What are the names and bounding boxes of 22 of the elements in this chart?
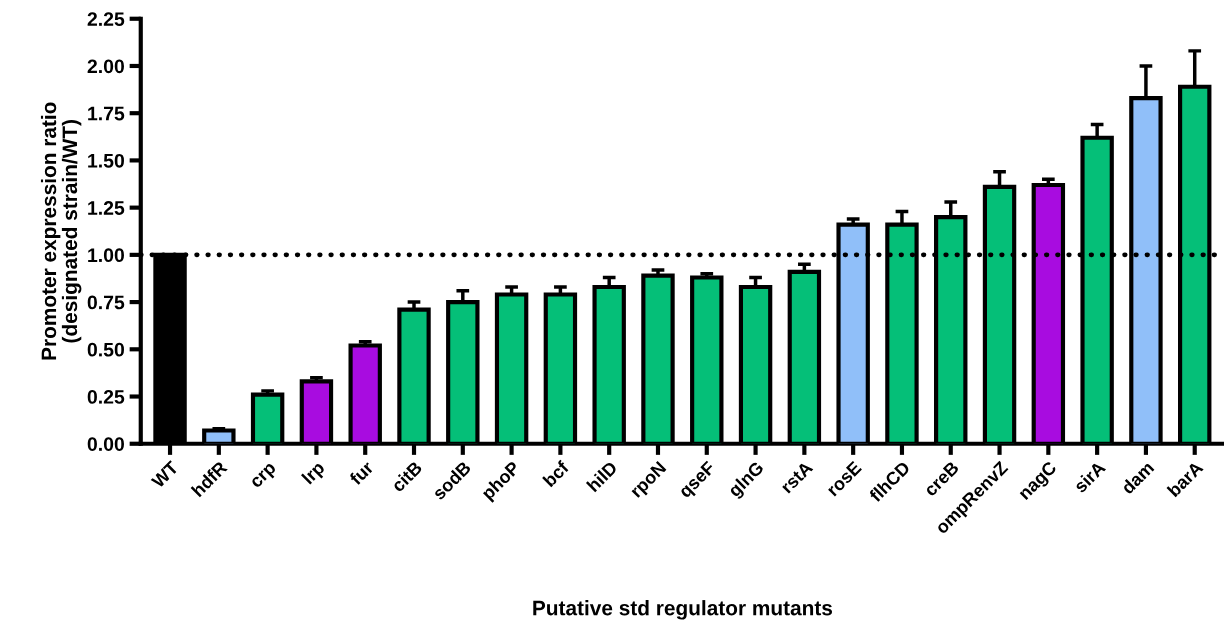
- y-tick-label: 0.50: [87, 342, 124, 357]
- y-tick-label: 1.75: [88, 106, 125, 121]
- x-tick-label: citB: [390, 460, 423, 493]
- y-tick-label: 1.50: [88, 153, 124, 168]
- x-tick-label: WT: [150, 460, 180, 489]
- y-tick-label: 2.00: [87, 59, 124, 74]
- x-tick-label: bcf: [542, 459, 570, 488]
- y-tick-label: 2.25: [87, 12, 125, 26]
- x-tick-label: sirA: [1072, 460, 1107, 494]
- y-tick-label: 1.00: [88, 248, 124, 263]
- x-tick-label: hilD: [585, 460, 618, 493]
- y-tick-label: 0.00: [87, 437, 124, 451]
- x-tick-label: dam: [1120, 460, 1155, 495]
- x-tick-label: lrp: [301, 460, 328, 488]
- y-axis-title: Promoter expression ratio (designated strain/WT): [40, 102, 82, 360]
- x-tick-label: fur: [348, 459, 375, 486]
- y-tick-label: 0.75: [87, 295, 125, 310]
- y-tick-label: 1.25: [88, 201, 125, 215]
- x-tick-label: rstA: [780, 460, 814, 494]
- x-tick-label: crp: [250, 462, 279, 491]
- y-tick-label: 0.25: [87, 390, 125, 404]
- x-axis-title: Putative std regulator mutants: [533, 600, 833, 620]
